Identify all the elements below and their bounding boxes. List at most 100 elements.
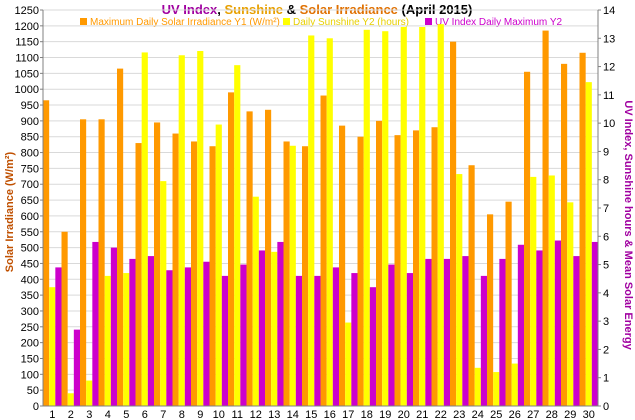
left-tick-label: 650 [21,195,39,207]
legend-swatch [283,18,290,25]
x-tick-label: 16 [324,409,336,420]
left-tick-label: 450 [21,258,39,270]
right-tick-label: 13 [603,33,615,45]
left-tick-label: 750 [21,163,39,175]
x-tick-label: 3 [86,409,92,420]
right-tick-label: 3 [603,316,609,328]
x-tick-label: 17 [342,409,354,420]
bar-uv-index [203,261,210,406]
right-tick-label: 0 [603,401,609,413]
bar-sunshine [493,372,500,406]
bar-uv-index [536,250,543,406]
bar-irradiance [135,143,142,406]
bar-sunshine [252,196,259,406]
bar-sunshine [567,202,574,406]
x-tick-label: 21 [416,409,428,420]
bar-uv-index [92,241,99,406]
bar-uv-index [184,267,191,406]
right-tick-label: 6 [603,231,609,243]
x-tick-label: 10 [213,409,225,420]
bar-uv-index [314,275,321,406]
bar-sunshine [215,124,222,406]
bar-sunshine [234,65,241,406]
right-tick-label: 1 [603,373,609,385]
x-tick-label: 26 [509,409,521,420]
bar-sunshine [400,26,407,406]
bar-sunshine [141,52,148,407]
bar-sunshine [419,26,426,406]
right-tick-label: 11 [603,90,614,102]
right-tick-label: 5 [603,260,609,272]
left-tick-label: 50 [27,385,39,397]
bar-sunshine [456,174,463,406]
bar-uv-index [55,267,62,406]
right-tick-label: 14 [603,5,615,17]
left-tick-label: 150 [21,353,39,365]
bar-irradiance [246,111,253,406]
bar-uv-index [332,267,339,406]
x-tick-label: 28 [546,409,558,420]
bar-irradiance [487,214,494,406]
left-tick-label: 1250 [15,5,39,17]
x-axis-ticks: 1 2 3 4 5 6 7 8 9 10 11 12 13 14 15 16 17 18 19 20 21 22 23 24 2… [49,409,595,420]
left-axis-ticks: 0 50 100 150 200 250 300 350 400 450 500 550 600 650 7… [15,5,43,413]
right-tick-label: 9 [603,146,609,158]
left-tick-label: 900 [21,116,39,128]
left-tick-label: 200 [21,338,39,350]
bar-uv-index [110,247,117,406]
bar-irradiance [61,231,68,406]
bar-uv-index [147,256,154,406]
legend-swatch [425,18,432,25]
bar-irradiance [320,95,327,406]
bar-sunshine [86,380,93,406]
bar-irradiance [43,100,50,406]
left-tick-label: 0 [33,401,39,413]
bar-sunshine [382,31,389,407]
left-tick-label: 850 [21,132,39,144]
bar-sunshine [308,35,315,407]
bar-sunshine [363,29,370,407]
right-tick-label: 12 [603,62,615,74]
bar-uv-index [443,258,450,406]
bar-uv-index [388,264,395,406]
bar-irradiance [561,63,568,407]
bar-irradiance [357,136,364,406]
bar-uv-index [554,240,561,406]
bar-uv-index [166,270,173,406]
bar-irradiance [209,146,216,406]
bar-irradiance [283,141,290,406]
bar-uv-index [406,273,413,406]
bar-sunshine [178,55,185,406]
x-tick-label: 11 [232,409,243,420]
x-tick-label: 18 [361,409,373,420]
bar-sunshine [104,275,111,406]
left-tick-label: 800 [21,148,39,160]
bar-irradiance [505,201,512,406]
bar-sunshine [530,176,537,406]
x-tick-label: 20 [398,409,410,420]
bar-uv-index [240,264,247,406]
bar-sunshine [289,145,296,406]
bar-uv-index [258,250,265,406]
bar-sunshine [548,175,555,406]
left-tick-label: 950 [21,100,39,112]
x-tick-label: 8 [179,409,185,420]
y-axis-right-label: UV Index, Sunshine hours & Mean Solar En… [622,100,634,350]
legend-label: Maximum Daily Solar Irradiance Y1 (W/m²) [90,17,280,28]
x-tick-label: 6 [142,409,148,420]
x-tick-label: 1 [49,409,55,420]
x-tick-label: 13 [268,409,280,420]
left-tick-label: 350 [21,290,39,302]
bar-irradiance [542,30,549,407]
bar-irradiance [394,135,401,406]
left-tick-label: 1150 [15,37,39,49]
bar-uv-index [591,241,598,406]
bar-irradiance [450,41,457,407]
bar-irradiance [228,92,235,407]
bar-uv-index [462,256,469,406]
x-tick-label: 12 [250,409,262,420]
bar-irradiance [265,109,272,406]
bar-irradiance [579,52,586,407]
bar-uv-index [573,256,580,406]
